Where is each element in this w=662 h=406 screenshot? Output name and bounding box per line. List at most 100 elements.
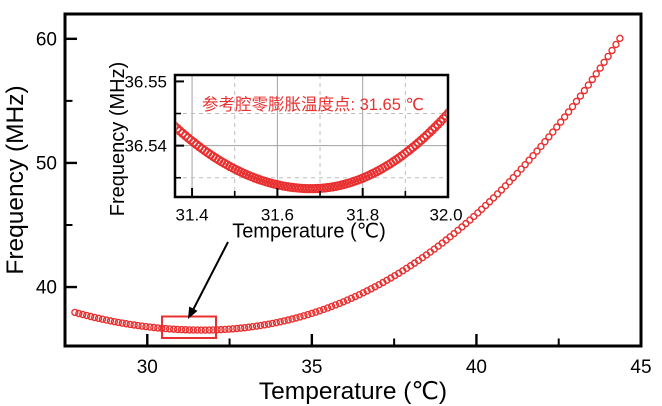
data-point-marker [130, 321, 138, 329]
data-point-marker [489, 194, 498, 202]
inset-plot: 31.4 31.6 31.8 32.0 36.54 36.55 Temperat… [107, 62, 463, 243]
data-point-marker [280, 317, 288, 325]
data-point-marker [300, 312, 308, 320]
data-point-marker [545, 133, 553, 141]
data-point-marker [122, 320, 130, 328]
data-point-marker [424, 127, 435, 138]
data-point-marker [169, 325, 178, 333]
inset-axes-frame [173, 73, 450, 199]
data-point-marker [592, 70, 600, 78]
data-point-marker [343, 296, 352, 304]
data-point-marker [264, 320, 273, 328]
data-point-marker [521, 160, 529, 169]
data-point-marker [241, 324, 249, 332]
main-x-tick-label-40: 40 [466, 357, 487, 378]
data-point-marker [288, 315, 296, 323]
inset-y-tick-label-36-55: 36.55 [124, 72, 167, 91]
data-point-marker [79, 310, 87, 319]
data-point-marker [541, 138, 549, 146]
data-point-marker [600, 58, 608, 66]
data-point-marker [375, 280, 383, 289]
inset-background [175, 75, 448, 197]
data-point-marker [612, 40, 620, 49]
data-point-marker [444, 108, 447, 117]
data-point-marker [564, 108, 573, 116]
data-point-marker [576, 92, 585, 100]
data-point-marker [509, 173, 517, 182]
data-point-marker [422, 130, 432, 140]
inset-y-axis-title: Frequency (MHz) [107, 62, 129, 216]
inset-x-axis-title: Temperature (℃) [232, 221, 386, 243]
main-x-tick-label-35: 35 [301, 357, 322, 378]
data-point-marker [260, 321, 269, 329]
data-point-marker [193, 326, 202, 334]
data-point-marker [438, 113, 447, 124]
data-point-marker [359, 289, 367, 297]
data-point-marker [197, 326, 205, 334]
data-point-marker [86, 312, 95, 321]
data-point-marker [485, 198, 494, 206]
data-point-marker [268, 319, 277, 328]
data-point-marker [604, 52, 612, 61]
main-x-tick-label-45: 45 [630, 357, 651, 378]
data-point-marker [205, 326, 213, 334]
data-point-marker [441, 110, 447, 121]
data-point-marker [181, 326, 190, 334]
data-point-marker [90, 313, 99, 322]
inset-x-tick-label-32-0: 32.0 [429, 206, 462, 225]
data-point-marker [501, 182, 510, 190]
data-point-marker [217, 325, 225, 334]
pointer-arrowhead [188, 306, 198, 319]
pointer-arrow-line [192, 241, 229, 310]
data-point-marker [308, 309, 316, 318]
data-point-marker [454, 226, 462, 235]
data-point-marker [106, 317, 115, 325]
data-point-marker [367, 285, 375, 293]
data-point-marker [75, 309, 83, 318]
main-y-axis-title: Frequency (MHz) [2, 85, 29, 274]
data-point-marker [201, 326, 209, 334]
data-point-marker [339, 298, 348, 306]
data-point-marker [371, 283, 379, 291]
data-point-marker [596, 64, 604, 72]
data-point-marker [114, 318, 123, 327]
data-point-marker [335, 299, 344, 308]
data-point-marker [560, 113, 569, 121]
data-point-marker [102, 316, 111, 324]
data-point-marker [470, 212, 478, 221]
data-point-marker [146, 323, 154, 331]
data-point-marker [248, 323, 257, 331]
data-point-marker [553, 123, 561, 131]
data-point-marker [272, 318, 281, 327]
data-point-marker [323, 304, 332, 312]
data-point-marker [244, 323, 253, 331]
data-point-marker [252, 322, 261, 330]
inset-x-tick-label-31-8: 31.8 [346, 206, 379, 225]
data-point-marker [588, 75, 596, 84]
data-point-marker [134, 321, 142, 330]
inset-x-tick-label-31-6: 31.6 [261, 206, 294, 225]
data-point-marker [221, 325, 229, 334]
inset-y-tick-label-36-54: 36.54 [124, 137, 167, 156]
data-point-marker [284, 316, 292, 324]
data-point-marker [154, 324, 162, 332]
main-plot: 30 35 40 45 40 50 60 Temperature (℃) Fre… [2, 12, 652, 405]
data-point-marker [177, 325, 186, 334]
data-point-marker [233, 324, 241, 333]
data-point-marker [537, 142, 545, 151]
data-point-marker [320, 305, 328, 314]
data-point-marker [256, 321, 265, 330]
data-point-marker [312, 308, 320, 316]
data-point-marker [165, 325, 174, 333]
data-point-marker [549, 128, 557, 136]
data-point-marker [450, 229, 458, 238]
data-point-marker [616, 34, 624, 43]
data-point-marker [493, 190, 502, 198]
data-point-marker [572, 97, 581, 106]
zero-expansion-annotation: 参考腔零膨胀温度点: 31.65 ℃ [202, 95, 424, 114]
data-point-marker [347, 294, 356, 303]
data-point-marker [608, 46, 616, 55]
data-point-marker [427, 125, 437, 135]
data-point-marker [525, 156, 533, 164]
inset-curve-markers [176, 108, 447, 194]
